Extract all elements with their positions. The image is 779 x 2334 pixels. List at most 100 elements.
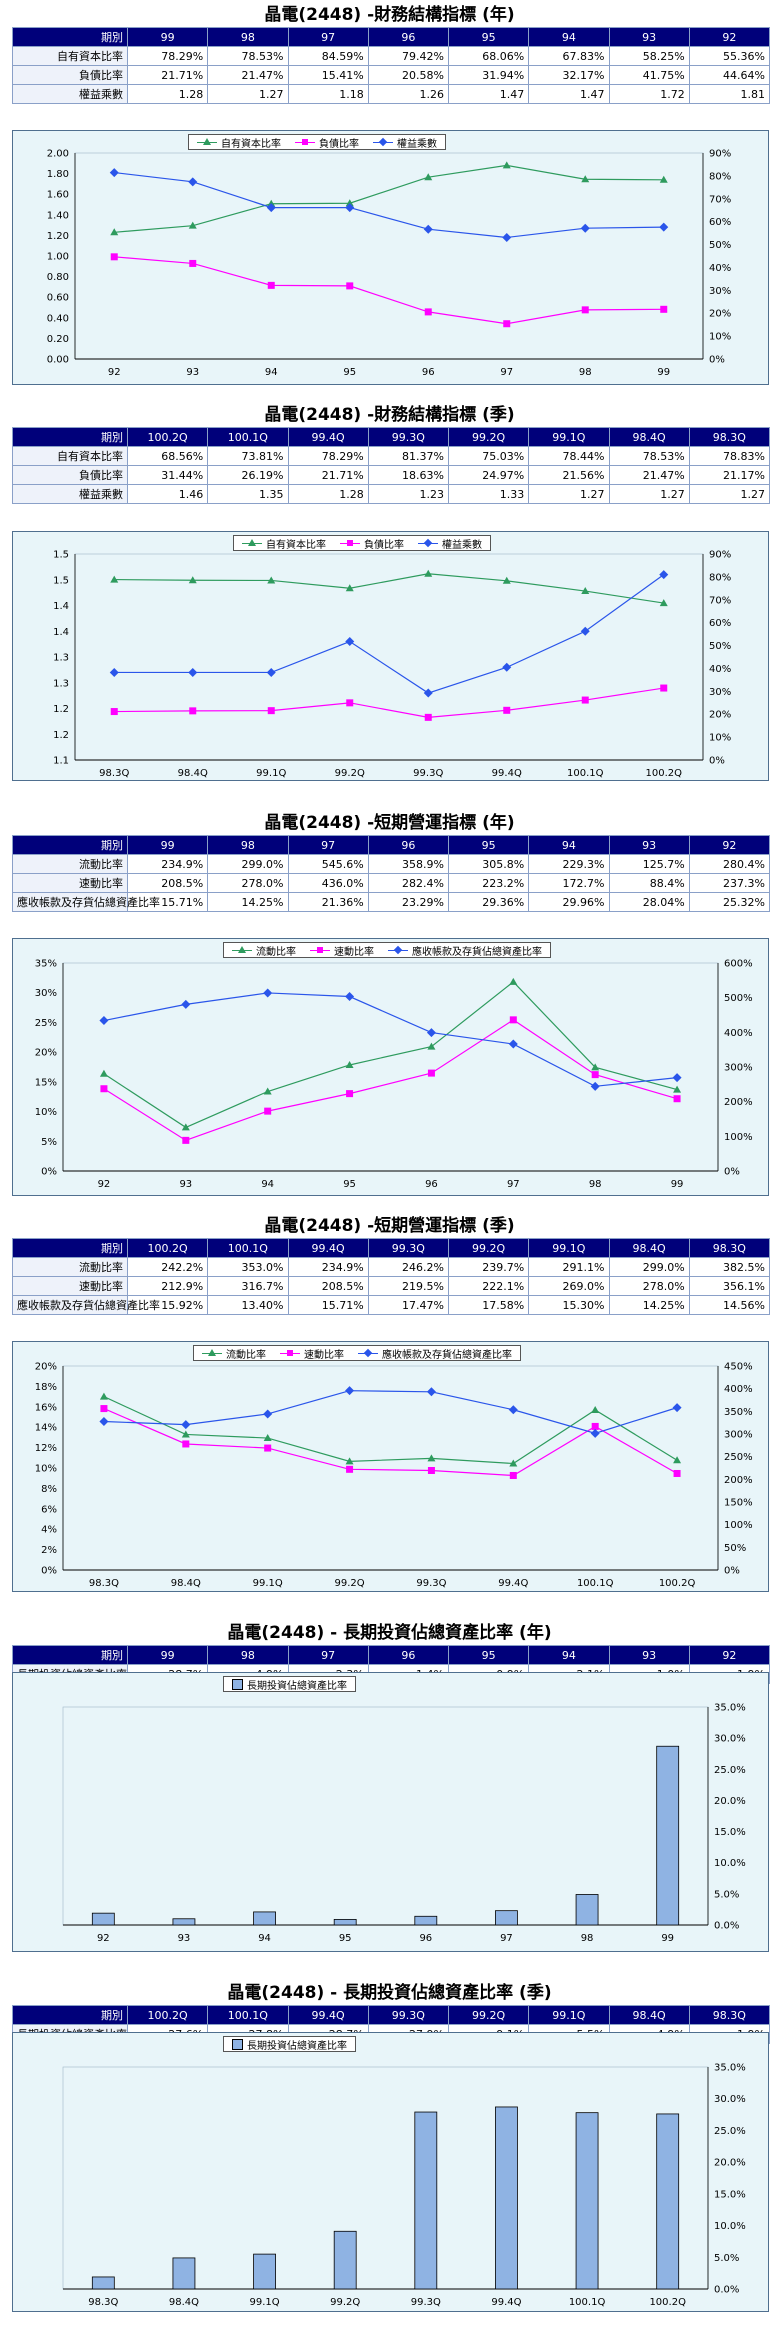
table-cell: 29.36% (447, 892, 530, 912)
data-point (502, 161, 511, 169)
x-tick-label: 99.3Q (411, 2297, 441, 2308)
data-point (508, 1039, 518, 1049)
section-title: 晶電(2448) -財務結構指標 (年) (264, 5, 515, 25)
x-tick-label: 99.3Q (413, 768, 443, 779)
data-point (673, 1469, 681, 1477)
data-point (264, 1444, 272, 1452)
plot-area (74, 152, 704, 360)
right-tick-label: 50% (724, 1543, 746, 1554)
data-point (263, 1087, 272, 1095)
data-point (672, 1073, 682, 1083)
data-point (580, 223, 590, 233)
table-cell: 75.03% (447, 446, 530, 466)
table-cell: 25.32% (688, 892, 771, 912)
legend-swatch (388, 945, 408, 954)
legend-swatch (358, 1348, 378, 1357)
chart-legend: 長期投資佔總資產比率 (223, 1676, 356, 1692)
data-point (346, 1090, 354, 1098)
table-header-label: 期別 (12, 835, 128, 855)
plot-area (62, 2066, 709, 2290)
chart-panel: 92 93 94 95 96 97 98 99 0% 100% 200% 300% 400% 500% 60… (12, 938, 769, 1196)
table-row: 流動比率 242.2% 353.0% 234.9% 246.2% 239.7% 291.1%… (12, 1257, 771, 1277)
period-header: 93 (608, 27, 690, 47)
legend-item: 流動比率 (202, 1346, 266, 1361)
period-header: 100.1Q (207, 427, 289, 447)
table-cell: 15.71% (287, 1295, 369, 1315)
x-tick-label: 100.1Q (577, 1578, 614, 1589)
period-header: 99 (126, 835, 209, 855)
period-header: 99.3Q (367, 2005, 450, 2025)
left-tick-label: 1.4 (53, 601, 69, 612)
legend-item: 自有資本比率 (197, 135, 281, 150)
series-line (114, 171, 664, 239)
series-line (114, 256, 664, 325)
table-cell: 58.25% (608, 46, 690, 66)
legend-label: 負債比率 (364, 539, 404, 551)
data-point (266, 203, 276, 213)
data-point (590, 1428, 600, 1438)
data-point (263, 1409, 273, 1419)
period-header: 98.3Q (688, 427, 771, 447)
plot-area (74, 553, 704, 761)
right-tick-label: 20.0% (714, 2158, 746, 2169)
table-cell: 353.0% (207, 1257, 289, 1277)
legend-swatch (418, 538, 438, 547)
x-tick-label: 93 (179, 1179, 192, 1190)
table-row: 負債比率 21.71% 21.47% 15.41% 20.58% 31.94% 32.17%… (12, 65, 771, 85)
right-tick-label: 400% (724, 1028, 753, 1039)
data-point (581, 175, 590, 183)
left-tick-label: 1.2 (53, 704, 69, 715)
table-cell: 23.29% (367, 892, 450, 912)
left-tick-label: 20% (35, 1048, 57, 1059)
chart-legend: 自有資本比率 負債比率 權益乘數 (233, 535, 491, 551)
left-tick-label: 5% (41, 1137, 57, 1148)
data-point (345, 584, 354, 592)
data-point (580, 626, 590, 636)
table-cell: 68.06% (447, 46, 530, 66)
table-cell: 222.1% (447, 1276, 530, 1296)
data-point (100, 1405, 108, 1413)
data-table: 期別 100.2Q 100.1Q 99.4Q 99.3Q 99.2Q 99.1Q 98.4Q 9… (12, 427, 771, 504)
x-tick-label: 100.1Q (569, 2297, 606, 2308)
row-label: 應收帳款及存貨佔總資產比率 (12, 1295, 160, 1315)
left-tick-label: 0.20 (47, 334, 69, 345)
legend-swatch (232, 945, 252, 953)
bar (333, 1918, 357, 1926)
period-header: 98.3Q (688, 2005, 771, 2025)
x-tick-label: 99.2Q (335, 768, 365, 779)
table-cell: 1.47 (447, 84, 530, 104)
period-header: 99.1Q (528, 1238, 610, 1258)
x-tick-label: 95 (343, 1179, 356, 1190)
right-tick-label: 15.0% (714, 2189, 746, 2200)
x-tick-label: 97 (500, 367, 513, 378)
chart-panel: 98.3Q 98.4Q 99.1Q 99.2Q 99.3Q 99.4Q 100.1Q 100.… (12, 531, 769, 781)
x-tick-label: 96 (422, 367, 435, 378)
bar (172, 1918, 196, 1926)
data-point (345, 203, 355, 213)
table-cell: 78.83% (688, 446, 771, 466)
period-header: 93 (608, 835, 690, 855)
table-cell: 14.25% (608, 1295, 690, 1315)
table-cell: 282.4% (367, 873, 450, 893)
data-point (345, 992, 355, 1002)
data-point (502, 576, 511, 584)
table-cell: 67.83% (528, 46, 610, 66)
bar (575, 2112, 599, 2290)
table-header-label: 期別 (12, 27, 128, 47)
right-tick-label: 300% (724, 1430, 753, 1441)
table-cell: 1.33 (447, 484, 530, 504)
table-cell: 219.5% (367, 1276, 450, 1296)
table-cell: 382.5% (688, 1257, 771, 1277)
table-cell: 21.56% (528, 465, 610, 485)
right-tick-label: 0% (724, 1167, 740, 1178)
legend-item: 負債比率 (295, 135, 359, 150)
table-cell: 21.17% (688, 465, 771, 485)
right-tick-label: 20.0% (714, 1796, 746, 1807)
data-point (109, 667, 119, 677)
x-tick-label: 98.4Q (171, 1578, 201, 1589)
legend-marker (423, 538, 433, 547)
table-cell: 79.42% (367, 46, 450, 66)
legend-label: 權益乘數 (442, 539, 482, 551)
right-tick-label: 10.0% (714, 1858, 746, 1869)
bar (91, 1912, 115, 1926)
